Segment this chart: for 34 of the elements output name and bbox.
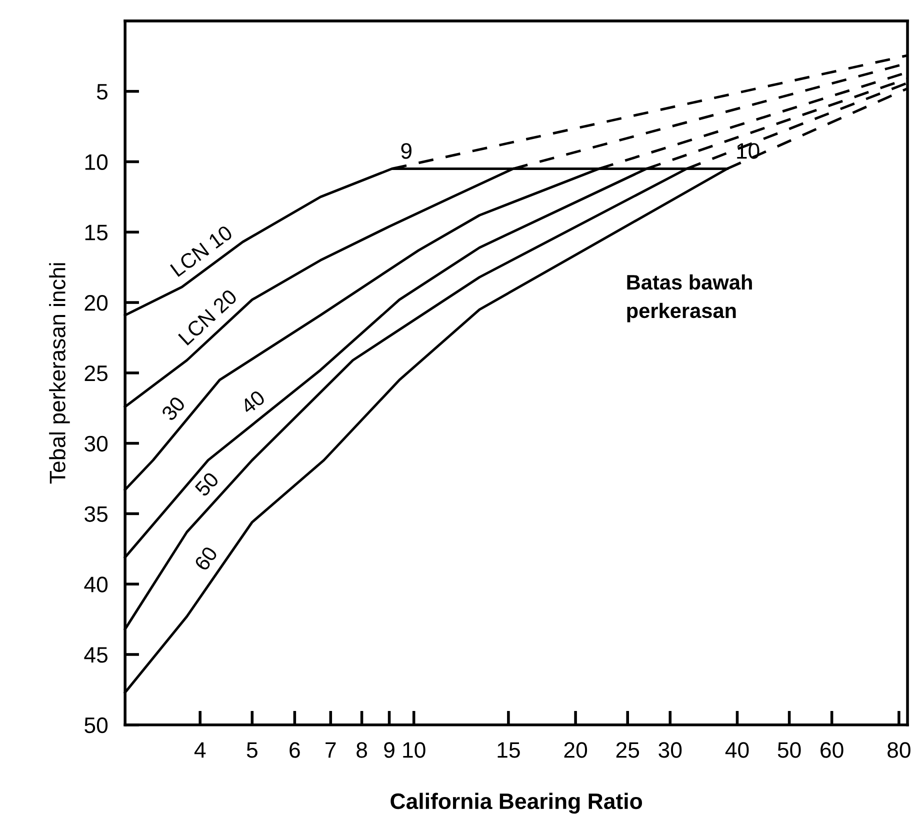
y-tick-label: 25: [84, 365, 108, 382]
text: 50: [194, 471, 220, 498]
x-tick-label: 20: [564, 742, 588, 758]
y-tick-label: 10: [85, 154, 108, 170]
y-tick-label: 50: [84, 717, 108, 734]
x-tick-label: 6: [290, 742, 300, 758]
x-tick-label: 25: [616, 742, 640, 758]
y-tick-label: 30: [84, 436, 108, 452]
y-tick-label: 40: [84, 576, 108, 592]
x-tick-label: 15: [498, 742, 520, 758]
y-tick-label: 45: [84, 647, 108, 663]
x-tick-label: 4: [194, 742, 206, 758]
x-tick-label: 8: [356, 742, 368, 758]
text: 40: [240, 390, 266, 415]
x-tick-label: 10: [403, 742, 426, 758]
y-axis-title: Tebal perkerasan inchi: [49, 263, 70, 484]
text: 30: [160, 396, 186, 422]
x-tick-label: 80: [888, 742, 910, 758]
x-tick-label: 50: [778, 742, 801, 758]
x-tick-label: 40: [725, 742, 749, 758]
y-tick-label: 15: [85, 224, 108, 240]
text: 60: [194, 546, 218, 572]
annotation: Batas bawah perkerasan: [627, 274, 752, 322]
annotation: 9: [401, 143, 412, 159]
y-tick-label: 5: [96, 84, 108, 100]
y-tick-label: 20: [84, 295, 108, 311]
x-tick-label: 30: [658, 742, 682, 758]
x-tick-label: 60: [820, 742, 844, 758]
x-tick-label: 5: [246, 742, 258, 758]
y-tick-label: 35: [84, 506, 108, 522]
x-tick-label: 7: [326, 742, 336, 758]
x-tick-label: 9: [384, 742, 394, 758]
text: LCN 10: [170, 224, 234, 278]
x-axis-title: California Bearing Ratio: [390, 792, 642, 814]
